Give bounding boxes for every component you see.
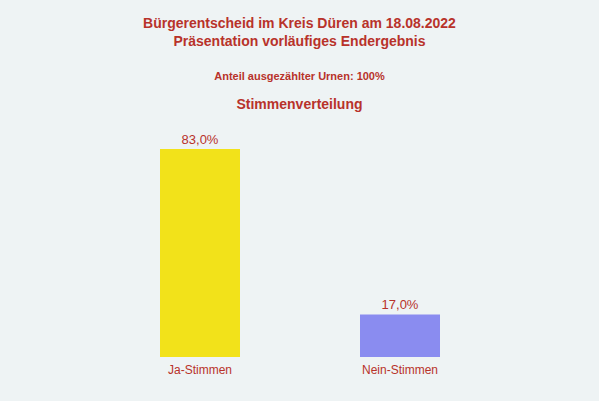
svg-text:83,0%: 83,0%	[182, 132, 219, 147]
html-text:Anteil ausgezählter Urnen: 100: Anteil ausgezählter Urnen: 100%	[214, 70, 385, 82]
svg-text:Ja-Stimmen: Ja-Stimmen	[168, 363, 232, 377]
svg-text:17,0%: 17,0%	[382, 297, 419, 312]
svg-text:Nein-Stimmen: Nein-Stimmen	[362, 363, 438, 377]
html-text:Präsentation vorläufiges Ender: Präsentation vorläufiges Endergebnis	[173, 33, 426, 49]
html-text:Stimmenverteilung: Stimmenverteilung	[236, 96, 363, 112]
html-text:Bürgerentscheid im Kreis Düren: Bürgerentscheid im Kreis Düren am 18.08.…	[143, 15, 456, 31]
